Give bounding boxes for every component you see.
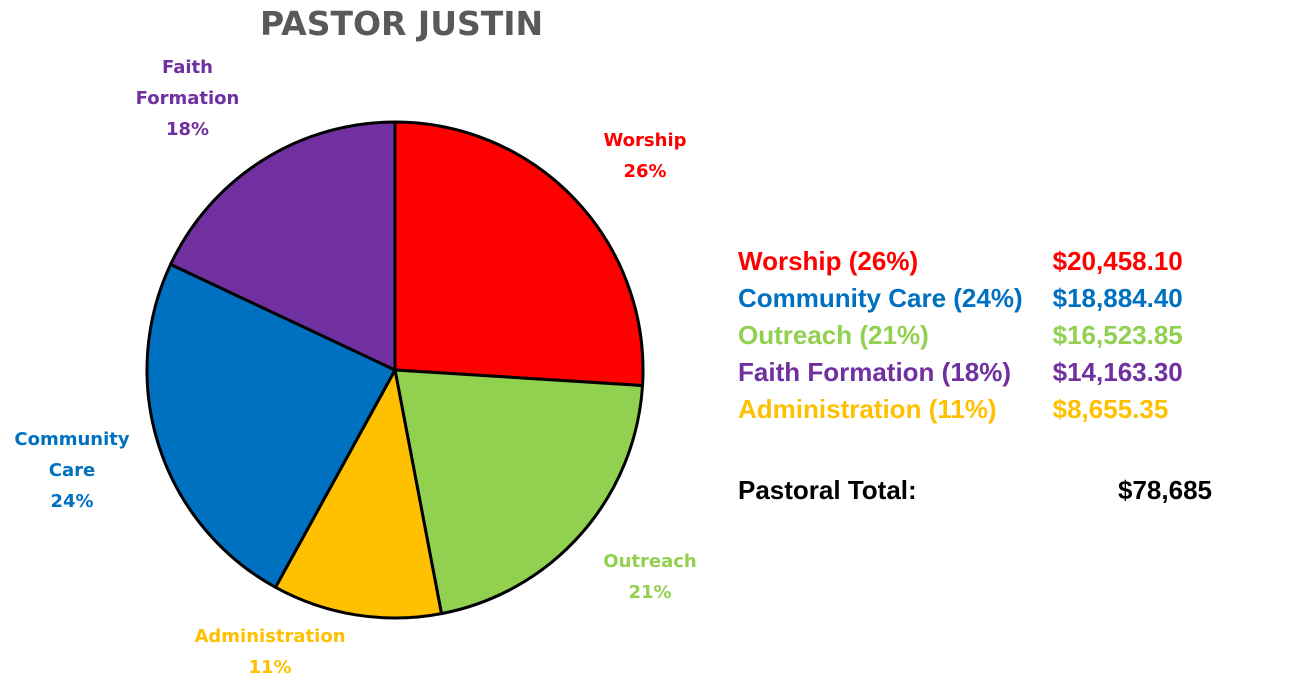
- legend-label: Community Care (24%): [738, 283, 1023, 313]
- pie-slices: [145, 120, 645, 620]
- legend-amount: $16,523.85: [1052, 320, 1183, 350]
- pastoral-total: Pastoral Total: $78,685: [738, 475, 1212, 506]
- legend-amount: $20,458.10: [1052, 246, 1183, 276]
- legend-row-community-care: Community Care (24%) $18,884.40: [738, 280, 1183, 317]
- pie-slice-community-care: [145, 262, 397, 589]
- legend-row-administration: Administration (11%) $8,655.35: [738, 391, 1183, 428]
- total-label: Pastoral Total:: [738, 475, 917, 505]
- pie-slice-administration: [274, 368, 443, 620]
- legend-amount: $18,884.40: [1052, 283, 1183, 313]
- slice-label-outreach: Outreach 21%: [603, 551, 697, 603]
- legend-row-outreach: Outreach (21%) $16,523.85: [738, 317, 1183, 354]
- legend-amount: $14,163.30: [1052, 357, 1183, 387]
- pie-slice-worship: [393, 120, 645, 388]
- legend-label: Outreach (21%): [738, 320, 929, 350]
- slice-label-faith-formation: Faith Formation 18%: [135, 57, 240, 140]
- pie-slice-outreach: [393, 368, 645, 616]
- legend-label: Administration (11%): [738, 394, 997, 424]
- pie-slice-faith-formation: [169, 120, 397, 372]
- legend-amount: $8,655.35: [1052, 394, 1169, 424]
- legend-label: Faith Formation (18%): [738, 357, 1012, 387]
- chart-title: PASTOR JUSTIN: [260, 4, 544, 43]
- slice-label-worship: Worship 26%: [603, 130, 687, 182]
- legend-label: Worship (26%): [738, 246, 919, 276]
- legend-row-faith-formation: Faith Formation (18%) $14,163.30: [738, 354, 1183, 391]
- total-amount: $78,685: [1118, 475, 1212, 505]
- slice-label-community-care: Community Care 24%: [14, 429, 130, 512]
- legend-table: Worship (26%) $20,458.10 Community Care …: [738, 243, 1183, 428]
- legend-row-worship: Worship (26%) $20,458.10: [738, 243, 1183, 280]
- slice-label-administration: Administration 11%: [194, 626, 346, 678]
